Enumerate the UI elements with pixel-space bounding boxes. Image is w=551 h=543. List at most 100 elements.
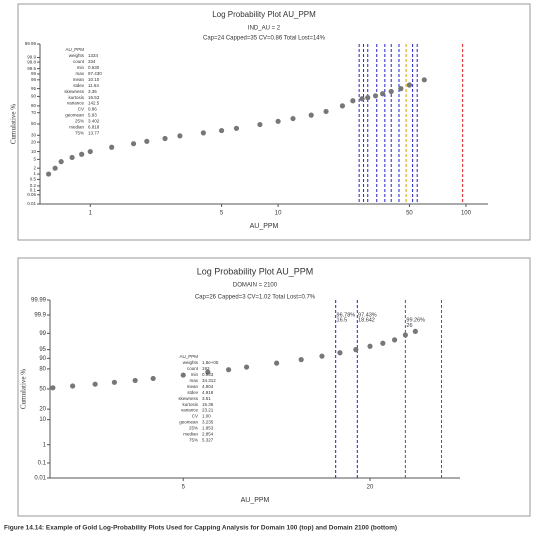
stat-value: 3.402 — [88, 119, 100, 124]
data-point — [130, 141, 137, 147]
stat-label: 75% — [75, 130, 84, 135]
y-tick-label: 90 — [39, 356, 46, 362]
stat-value: 13.77 — [88, 130, 100, 135]
data-point — [367, 343, 373, 349]
y-tick-label: 70 — [31, 110, 37, 115]
data-point — [365, 95, 371, 101]
data-point — [323, 108, 329, 115]
stat-value: 334 — [88, 59, 96, 64]
data-point — [233, 125, 240, 131]
y-tick-label: 0.5 — [30, 177, 37, 182]
y-tick-label: 0.01 — [34, 476, 46, 482]
data-point — [52, 165, 58, 171]
y-tick-label: 99.5 — [27, 66, 36, 71]
data-point — [337, 350, 343, 356]
x-tick-label: 5 — [182, 485, 186, 491]
y-tick-label: 50 — [31, 121, 37, 126]
y-tick-label: 95 — [31, 86, 37, 91]
chart-subtitle: Cap=26 Capped=3 CV=1.02 Total Lost=0.7% — [195, 295, 316, 301]
stat-label: AU_PPM — [65, 47, 84, 52]
stat-value: 5.327 — [202, 437, 214, 442]
data-point — [359, 96, 365, 102]
stat-label: stdev — [73, 83, 85, 88]
data-point — [406, 82, 413, 88]
stat-label: skewness — [178, 396, 199, 401]
data-point — [58, 159, 64, 165]
stat-value: 15.35 — [202, 402, 214, 407]
stat-label: CV — [78, 107, 84, 112]
stat-label: weights — [69, 53, 85, 58]
stat-value: 4.918 — [202, 390, 214, 395]
y-tick-label: 10 — [31, 149, 37, 154]
stat-value: 10.10 — [88, 77, 100, 82]
data-point — [319, 353, 325, 359]
data-point — [243, 364, 250, 370]
y-tick-label: 0.05 — [27, 192, 36, 197]
stat-label: geomean — [179, 420, 198, 425]
x-tick-label: 10 — [275, 211, 282, 217]
stat-label: mean — [187, 384, 199, 389]
data-point — [132, 377, 138, 384]
chart-title: Log Probability Plot AU_PPM — [197, 266, 314, 276]
stat-value: 1.853 — [202, 426, 214, 431]
y-tick-label: 99 — [39, 331, 46, 337]
annotation: 16.5 — [337, 318, 348, 324]
data-point — [180, 372, 186, 378]
stat-value: 0.033 — [202, 372, 214, 377]
y-tick-label: 99.99 — [25, 41, 37, 46]
stat-value: 16.53 — [88, 95, 100, 100]
chart-title: Log Probability Plot AU_PPM — [212, 10, 316, 19]
data-point — [257, 121, 263, 128]
stat-label: skewness — [64, 89, 85, 94]
stat-label: count — [73, 59, 85, 64]
y-tick-label: 90 — [31, 94, 37, 99]
data-point — [150, 375, 156, 382]
data-point — [275, 118, 281, 124]
y-tick-label: 99.9 — [34, 313, 46, 319]
stat-value: 3.51 — [202, 396, 211, 401]
stat-label: variance — [181, 408, 199, 413]
y-tick-label: 95 — [39, 347, 46, 353]
data-point — [225, 367, 232, 373]
data-point — [421, 77, 427, 83]
data-point — [200, 130, 206, 136]
data-point — [87, 148, 93, 155]
data-point — [353, 347, 359, 353]
data-point — [339, 103, 346, 109]
data-point — [308, 112, 314, 118]
stat-value: 1.00 — [202, 414, 211, 419]
chart-subtitle: DOMAIN = 2100 — [233, 283, 278, 289]
y-tick-label: 1 — [43, 442, 47, 448]
y-tick-label: 99.8 — [27, 59, 36, 64]
stat-label: min — [191, 372, 199, 377]
x-axis-label: AU_PPM — [250, 223, 279, 230]
stat-value: 97.430 — [88, 71, 102, 76]
data-point — [391, 337, 398, 343]
y-tick-label: 0.1 — [30, 188, 37, 193]
stat-label: kurtosis — [182, 402, 198, 407]
stat-label: CV — [192, 414, 198, 419]
stat-label: max — [75, 71, 84, 76]
x-tick-label: 5 — [220, 211, 224, 217]
data-point — [162, 135, 168, 142]
data-point — [205, 369, 211, 375]
stat-label: 75% — [189, 437, 198, 442]
stat-label: min — [77, 65, 85, 70]
y-tick-label: 1 — [33, 171, 36, 176]
data-point — [412, 328, 418, 334]
data-point — [290, 115, 296, 122]
y-tick-label: 98 — [31, 77, 37, 82]
data-point — [70, 383, 76, 389]
y-tick-label: 2 — [33, 165, 36, 170]
annotation: 97.43% — [358, 313, 377, 319]
stat-label: kurtosis — [68, 95, 84, 100]
stat-value: 2.854 — [202, 432, 214, 437]
y-tick-label: 20 — [39, 407, 46, 413]
x-tick-label: 1 — [89, 211, 93, 217]
chart-subtitle: Cap=24 Capped=35 CV=0.86 Total Lost=14% — [203, 36, 326, 42]
y-tick-label: 80 — [39, 366, 46, 372]
stat-label: AU_PPM — [179, 354, 198, 359]
y-tick-label: 99 — [31, 71, 37, 76]
annotation: 96.78% — [337, 313, 356, 319]
